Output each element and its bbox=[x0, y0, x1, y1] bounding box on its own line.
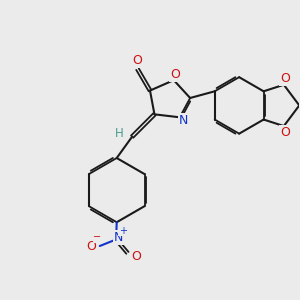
Text: O: O bbox=[133, 54, 142, 67]
Text: O: O bbox=[131, 250, 141, 263]
Text: O: O bbox=[280, 72, 290, 85]
Text: H: H bbox=[115, 127, 124, 140]
Text: O: O bbox=[86, 239, 96, 253]
Text: O: O bbox=[280, 126, 290, 139]
Text: N: N bbox=[178, 114, 188, 127]
Text: N: N bbox=[114, 232, 123, 244]
Text: +: + bbox=[119, 226, 127, 236]
Text: −: − bbox=[93, 232, 101, 242]
Text: O: O bbox=[170, 68, 180, 81]
